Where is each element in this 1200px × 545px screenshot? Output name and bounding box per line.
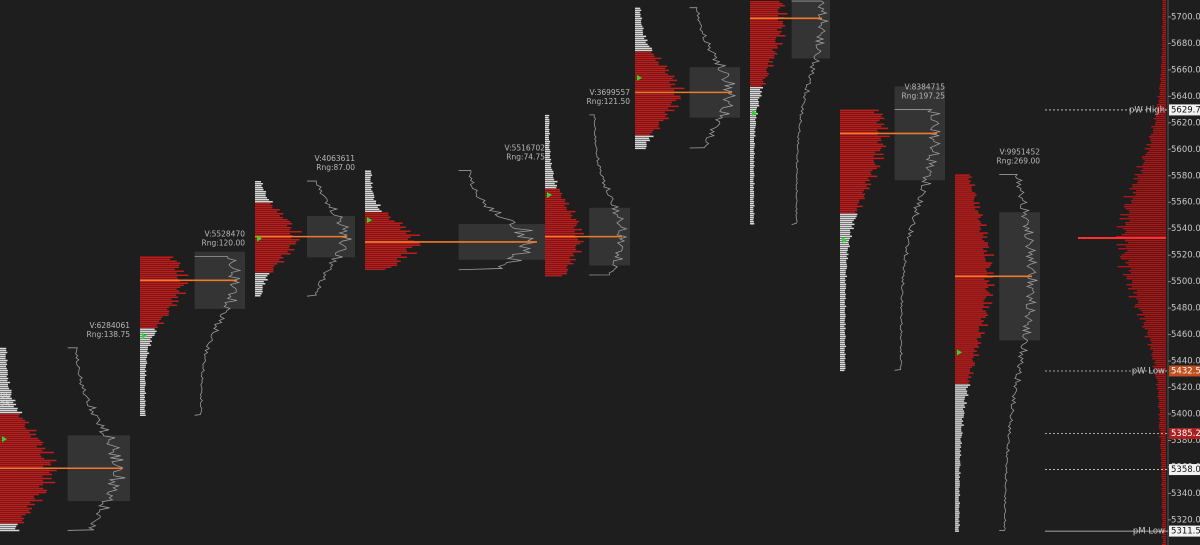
y-tick-label: 5500.00 (1171, 277, 1200, 287)
profile-value-area (750, 1, 788, 87)
profile-outline (306, 180, 352, 297)
profile-outline (999, 174, 1038, 531)
open-marker (842, 236, 847, 243)
level-name: pM Low (1133, 527, 1165, 537)
range-label: Rng:74.75 (506, 152, 545, 161)
profile-value-area (635, 51, 685, 136)
open-marker (2, 436, 7, 443)
price-box (1169, 365, 1200, 377)
price-box-label: 5385.25 (1171, 429, 1200, 439)
volume-label: V:5528470 (205, 229, 246, 238)
range-label: Rng:138.75 (87, 330, 131, 339)
price-box-label: 5432.50 (1171, 366, 1200, 376)
profile-bars (545, 114, 558, 189)
y-tick-label: 5680.00 (1171, 39, 1200, 49)
price-box-label: 5358.00 (1171, 465, 1200, 475)
profile-outline (458, 170, 536, 271)
range-label: Rng:197.25 (902, 92, 946, 101)
y-tick-label: 5340.00 (1171, 489, 1200, 499)
profile-value-area (955, 174, 995, 384)
profile-bars (0, 347, 23, 532)
open-marker (547, 191, 552, 198)
profile-bars (365, 170, 382, 212)
open-marker (257, 235, 262, 242)
profile-bars (635, 7, 654, 150)
range-label: Rng:120.00 (202, 238, 246, 247)
y-tick-label: 5520.00 (1171, 251, 1200, 261)
y-tick-label: 5400.00 (1171, 409, 1200, 419)
y-tick-label: 5640.00 (1171, 92, 1200, 102)
volume-label: V:8384715 (905, 83, 946, 92)
price-box (1169, 104, 1200, 116)
profile-shade (791, 0, 830, 59)
y-tick-label: 5540.00 (1171, 224, 1200, 234)
y-tick-label: 5660.00 (1171, 65, 1200, 75)
y-tick-label: 5580.00 (1171, 171, 1200, 181)
range-label: Rng:121.50 (587, 97, 631, 106)
price-box-label: 5629.75 (1171, 105, 1200, 115)
y-tick-label: 5600.00 (1171, 145, 1200, 155)
profile-value-area (254, 203, 302, 273)
composite-profile (1115, 0, 1166, 545)
volume-label: V:3699557 (590, 88, 631, 97)
range-label: Rng:87.00 (316, 163, 355, 172)
profile-outline (791, 0, 830, 226)
profile-bars (254, 181, 273, 297)
profile-bars (955, 384, 971, 532)
open-marker (957, 349, 962, 356)
profile-bars (840, 213, 858, 372)
open-marker (142, 332, 147, 339)
price-box (1169, 427, 1200, 439)
volume-label: V:9951452 (1000, 147, 1041, 156)
y-tick-label: 5620.00 (1171, 118, 1200, 128)
level-name: pW High (1129, 105, 1165, 115)
y-tick-label: 5560.00 (1171, 198, 1200, 208)
volume-label: V:5516702 (505, 143, 546, 152)
open-marker (752, 109, 757, 116)
profile-bars (140, 328, 157, 416)
profile-outline (194, 256, 242, 416)
volume-label: V:4063611 (315, 154, 356, 163)
profile-value-area (140, 256, 189, 328)
profile-value-area (840, 109, 890, 214)
profile-outline (689, 7, 737, 149)
open-marker (367, 217, 372, 224)
y-tick-label: 5320.00 (1171, 515, 1200, 525)
y-tick-label: 5440.00 (1171, 357, 1200, 367)
y-tick-label: 5700.00 (1171, 12, 1200, 22)
profile-value-area (545, 188, 584, 277)
volume-label: V:6284061 (90, 321, 131, 330)
y-tick-label: 5460.00 (1171, 330, 1200, 340)
profile-outline (67, 347, 126, 531)
price-box-label: 5311.50 (1171, 527, 1200, 537)
price-box (1169, 525, 1200, 537)
range-label: Rng:269.00 (997, 156, 1041, 165)
y-tick-label: 5420.00 (1171, 383, 1200, 393)
profile-outline (589, 114, 628, 276)
y-tick-label: 5480.00 (1171, 304, 1200, 314)
open-marker (637, 74, 642, 81)
profile-outline (894, 109, 941, 371)
y-tick-label: 5380.00 (1171, 436, 1200, 446)
level-name: pW Low (1132, 366, 1165, 376)
volume-label: 706 (0, 391, 10, 400)
price-box (1169, 464, 1200, 476)
profile-bars (750, 87, 763, 225)
